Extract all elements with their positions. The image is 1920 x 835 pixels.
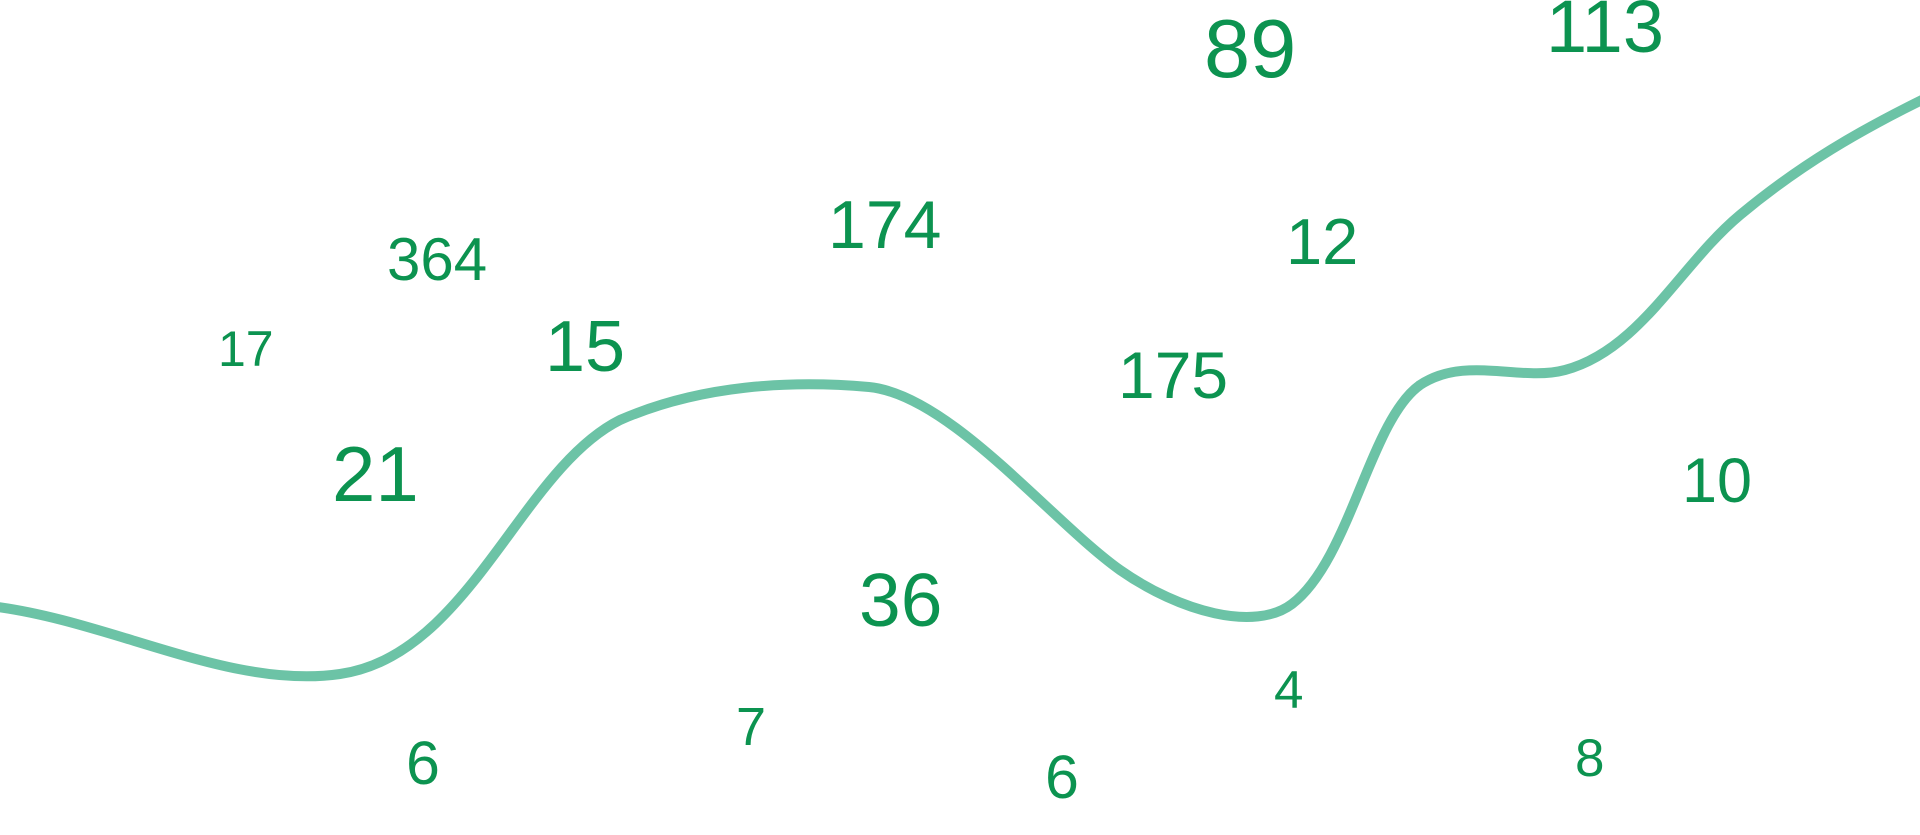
number-label: 4 xyxy=(1274,661,1304,720)
number-label: 174 xyxy=(828,187,942,263)
number-label: 7 xyxy=(736,697,767,757)
number-label: 17 xyxy=(218,321,274,377)
number-label: 364 xyxy=(387,226,488,293)
wave-curve xyxy=(0,95,1920,682)
number-label: 21 xyxy=(332,430,419,518)
number-label: 15 xyxy=(545,307,626,387)
number-label: 113 xyxy=(1546,0,1664,68)
number-label: 10 xyxy=(1682,446,1753,516)
number-label: 175 xyxy=(1118,338,1229,412)
number-label: 36 xyxy=(859,558,943,642)
number-label: 8 xyxy=(1575,729,1605,788)
number-label: 89 xyxy=(1204,2,1297,95)
number-label: 12 xyxy=(1286,205,1359,278)
number-label: 6 xyxy=(406,729,440,797)
number-label: 6 xyxy=(1045,743,1079,811)
